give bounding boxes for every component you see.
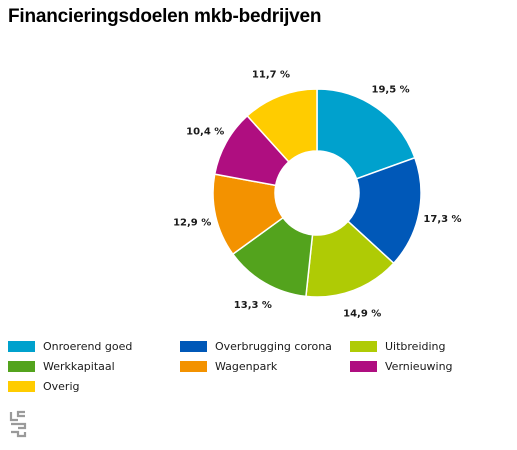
slice-label-overig: 11,7 %	[252, 70, 290, 81]
legend-label: Wagenpark	[215, 359, 278, 373]
legend-label: Onroerend goed	[43, 339, 133, 353]
legend-item-vernieuwing: Vernieuwing	[350, 358, 453, 374]
legend-item-onroerend-goed: Onroerend goed	[8, 338, 132, 354]
donut-labels: 19,5 % 17,3 % 14,9 % 13,3 % 12,9 % 10,4 % 11,7…	[173, 70, 462, 320]
slice-label-overbrugging-corona: 17,3 %	[423, 214, 461, 225]
legend-swatch	[350, 360, 377, 372]
donut-chart: 19,5 % 17,3 % 14,9 % 13,3 % 12,9 % 10,4 % 11,7…	[173, 70, 462, 320]
legend-item-uitbreiding: Uitbreiding	[350, 338, 446, 354]
slice-label-onroerend-goed: 19,5 %	[372, 84, 410, 95]
slice-label-uitbreiding: 14,9 %	[343, 309, 381, 320]
legend-item-overig: Overig	[8, 378, 80, 394]
legend-swatch	[180, 360, 207, 372]
chart-title: Financieringsdoelen mkb-bedrijven	[8, 6, 322, 27]
legend-swatch	[350, 340, 377, 352]
legend-label: Werkkapitaal	[43, 359, 115, 373]
slice-label-wagenpark: 12,9 %	[173, 217, 211, 228]
legend-item-wagenpark: Wagenpark	[180, 358, 277, 374]
legend-label: Overig	[43, 379, 80, 393]
legend-swatch	[8, 360, 35, 372]
donut-slice-overig	[246, 88, 318, 163]
cbs-logo-icon	[9, 410, 27, 438]
donut-slice-onroerend-goed	[316, 88, 416, 180]
legend-swatch	[180, 340, 207, 352]
legend-label: Vernieuwing	[385, 359, 453, 373]
legend-swatch	[8, 340, 35, 352]
legend-item-werkkapitaal: Werkkapitaal	[8, 358, 115, 374]
donut-slices	[212, 88, 422, 298]
legend-swatch	[8, 380, 35, 392]
donut-slice-overbrugging-corona	[346, 156, 422, 265]
legend-label: Overbrugging corona	[215, 339, 332, 353]
legend-item-overbrugging-corona: Overbrugging corona	[180, 338, 332, 354]
slice-label-vernieuwing: 10,4 %	[186, 127, 224, 138]
legend-label: Uitbreiding	[385, 339, 446, 353]
slice-label-werkkapitaal: 13,3 %	[234, 300, 272, 311]
